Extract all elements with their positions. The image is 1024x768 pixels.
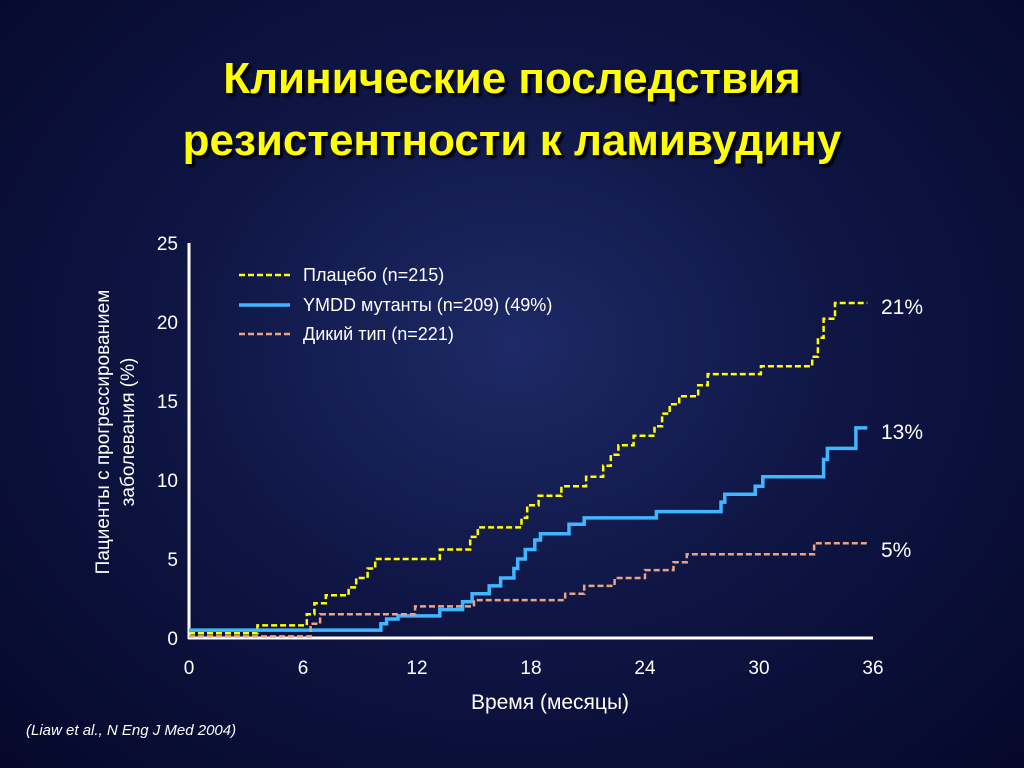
legend-label-placebo: Плацебо (n=215) [303, 265, 444, 285]
series-line-placebo [189, 301, 868, 635]
y-axis-label: Пациенты с прогрессированием заболевания… [91, 222, 141, 642]
y-tick-label: 5 [167, 550, 178, 571]
slide-title-line-1: Клинические последствия [223, 54, 801, 103]
citation: (Liaw et al., N Eng J Med 2004) [26, 722, 237, 739]
end-label-wild: 5% [881, 539, 911, 562]
y-tick-label: 20 [157, 313, 178, 334]
x-tick-label: 6 [298, 658, 309, 679]
x-tick-label: 36 [862, 658, 883, 679]
x-tick-label: 30 [748, 658, 769, 679]
x-axis-label: Время (месяцы) [470, 691, 630, 714]
x-tick-label: 0 [184, 658, 195, 679]
chart-series [189, 301, 868, 638]
y-axis-label-line-2: заболевания (%) [118, 357, 139, 507]
x-tick-label: 24 [634, 658, 656, 679]
series-line-wild [189, 541, 868, 638]
legend-label-wild: Дикий тип (n=221) [303, 324, 454, 344]
slide-title: Клинические последствия резистентности к… [0, 48, 1024, 172]
y-tick-label: 15 [157, 392, 178, 413]
y-tick-label: 25 [157, 234, 178, 255]
series-line-ymdd [189, 426, 868, 632]
end-label-ymdd: 13% [881, 421, 923, 444]
legend-label-ymdd: YMDD мутанты (n=209) (49%) [303, 295, 552, 315]
y-axis-label-line-1: Пациенты с прогрессированием [93, 289, 114, 575]
y-tick-label: 10 [157, 471, 178, 492]
chart-axes: 0 5 10 15 20 25 0 6 12 18 24 30 36 [157, 234, 884, 679]
slide-title-line-2: резистентности к ламивудину [182, 116, 842, 165]
chart-legend: Плацебо (n=215) YMDD мутанты (n=209) (49%… [239, 265, 552, 344]
x-tick-label: 18 [520, 658, 541, 679]
end-label-placebo: 21% [881, 296, 923, 319]
x-tick-label: 12 [406, 658, 427, 679]
y-tick-label: 0 [167, 629, 178, 650]
chart-end-labels: 21% 13% 5% [881, 296, 923, 562]
